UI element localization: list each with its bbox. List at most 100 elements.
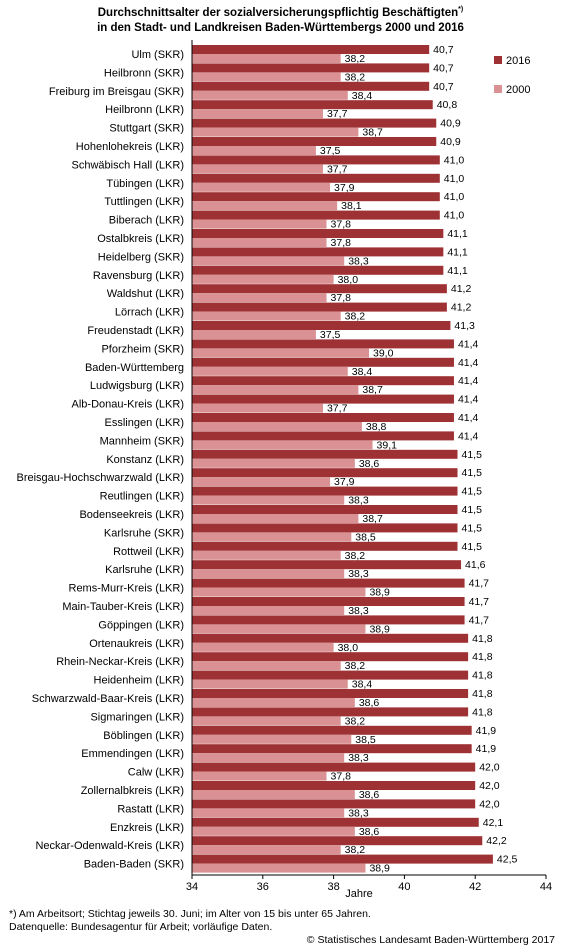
bar-2000 xyxy=(192,274,334,284)
value-label-2000: 38,7 xyxy=(362,384,383,396)
bar-2000 xyxy=(192,826,355,836)
footnote: *) Am Arbeitsort; Stichtag jeweils 30. J… xyxy=(9,908,371,920)
value-label-2000: 38,3 xyxy=(348,495,369,507)
value-label-2016: 40,9 xyxy=(440,136,461,148)
value-label-2016: 41,4 xyxy=(458,412,479,424)
bar-2016 xyxy=(192,781,476,790)
bar-2000 xyxy=(192,771,327,781)
x-axis: 34 36 38 40 42 44 Jahre xyxy=(186,40,552,900)
bar-2016 xyxy=(192,137,437,146)
bar-2000 xyxy=(192,679,348,689)
value-label-2000: 38,7 xyxy=(362,127,383,139)
value-label-2000: 38,2 xyxy=(345,844,366,856)
value-label-2016: 42,0 xyxy=(479,798,500,810)
bar-2016 xyxy=(192,210,440,220)
bar-2016 xyxy=(192,762,476,772)
bar-2016 xyxy=(192,560,462,570)
value-label-2016: 41,8 xyxy=(472,706,493,718)
bar-2016 xyxy=(192,817,479,827)
value-label-2000: 38,1 xyxy=(341,200,362,212)
value-label-2016: 41,8 xyxy=(472,633,493,645)
value-label-2000: 38,2 xyxy=(345,311,366,323)
value-label-2016: 42,0 xyxy=(479,780,500,792)
bar-2016 xyxy=(192,321,451,330)
value-label-2016: 42,1 xyxy=(483,817,504,829)
value-label-2016: 41,1 xyxy=(447,265,468,277)
bar-2016 xyxy=(192,100,433,110)
bar-2016 xyxy=(192,63,430,73)
value-label-2016: 40,7 xyxy=(433,62,454,74)
category-label: Lörrach (LKR) xyxy=(115,307,184,319)
bar-2000 xyxy=(192,753,345,763)
bar-2016 xyxy=(192,744,472,754)
bar-2016 xyxy=(192,192,440,202)
title-line-2: in den Stadt- und Landkreisen Baden-Würt… xyxy=(97,21,464,34)
value-label-2016: 41,0 xyxy=(444,210,465,222)
bar-2000 xyxy=(192,201,338,211)
category-label: Rastatt (LKR) xyxy=(117,803,184,815)
category-label: Bodenseekreis (LKR) xyxy=(79,509,184,521)
bar-2016 xyxy=(192,265,444,275)
bar-2016 xyxy=(192,670,469,680)
category-label: Karlsruhe (LKR) xyxy=(105,564,184,576)
value-label-2016: 41,5 xyxy=(462,486,483,498)
value-label-2016: 41,5 xyxy=(462,541,483,553)
legend-swatch xyxy=(494,56,502,64)
category-label: Konstanz (LKR) xyxy=(106,454,184,466)
value-label-2000: 38,4 xyxy=(352,679,373,691)
value-label-2016: 41,5 xyxy=(462,504,483,516)
bar-2000 xyxy=(192,698,355,707)
bar-2016 xyxy=(192,357,454,367)
value-label-2000: 38,4 xyxy=(352,90,373,102)
bar-2016 xyxy=(192,615,465,625)
category-label: Rottweil (LKR) xyxy=(113,546,184,558)
bar-2000 xyxy=(192,624,366,634)
bar-2016 xyxy=(192,468,458,478)
bar-2000 xyxy=(192,182,331,192)
bar-2000 xyxy=(192,661,341,671)
category-label: Ulm (SKR) xyxy=(131,49,184,61)
category-label: Freudenstadt (LKR) xyxy=(87,325,184,337)
bar-2000 xyxy=(192,790,355,799)
value-label-2000: 38,9 xyxy=(369,587,390,599)
value-label-2000: 38,3 xyxy=(348,752,369,764)
category-label: Biberach (LKR) xyxy=(109,215,184,227)
category-label: Mannheim (SKR) xyxy=(100,435,184,447)
value-label-2000: 38,6 xyxy=(359,789,380,801)
bar-2016 xyxy=(192,633,469,643)
category-label: Rhein-Neckar-Kreis (LKR) xyxy=(56,656,184,668)
value-label-2016: 40,7 xyxy=(433,44,454,56)
value-label-2000: 37,5 xyxy=(320,329,341,341)
bar-2016 xyxy=(192,689,469,698)
value-label-2000: 37,8 xyxy=(331,219,352,231)
category-label: Ostalbkreis (LKR) xyxy=(97,233,184,245)
data-source: Datenquelle: Bundesagentur für Arbeit; v… xyxy=(9,921,273,933)
category-label: Ortenaukreis (LKR) xyxy=(89,638,184,650)
bar-2000 xyxy=(192,385,359,395)
x-axis-title: Jahre xyxy=(345,888,373,900)
value-label-2000: 38,6 xyxy=(359,826,380,838)
value-label-2016: 42,0 xyxy=(479,762,500,774)
value-label-2016: 42,2 xyxy=(486,835,507,847)
category-label: Heidenheim (LKR) xyxy=(94,675,184,687)
bar-2016 xyxy=(192,155,440,165)
bar-2000 xyxy=(192,127,359,137)
value-label-2000: 37,9 xyxy=(334,476,355,488)
value-label-2016: 41,4 xyxy=(458,375,479,387)
bar-2016 xyxy=(192,449,458,459)
legend-label: 2016 xyxy=(506,55,530,67)
bar-2000 xyxy=(192,422,362,431)
bar-2016 xyxy=(192,707,469,717)
category-label: Pforzheim (SKR) xyxy=(101,343,184,355)
value-label-2016: 41,9 xyxy=(476,743,497,755)
value-label-2016: 41,8 xyxy=(472,670,493,682)
bar-2016 xyxy=(192,118,437,128)
bar-2000 xyxy=(192,293,327,303)
bar-2016 xyxy=(192,247,444,257)
bar-2000 xyxy=(192,72,341,82)
bar-2016 xyxy=(192,578,465,588)
category-label: Baden-Baden (SKR) xyxy=(84,859,184,871)
bar-2000 xyxy=(192,514,359,523)
value-label-2000: 38,3 xyxy=(348,605,369,617)
value-label-2000: 38,4 xyxy=(352,366,373,378)
